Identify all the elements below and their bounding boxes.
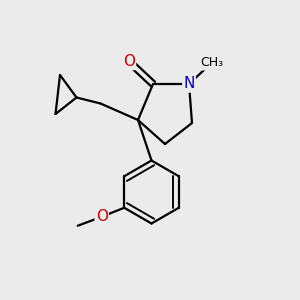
- Text: CH₃: CH₃: [200, 56, 223, 70]
- Text: O: O: [123, 54, 135, 69]
- Text: O: O: [96, 209, 108, 224]
- Text: N: N: [183, 76, 195, 92]
